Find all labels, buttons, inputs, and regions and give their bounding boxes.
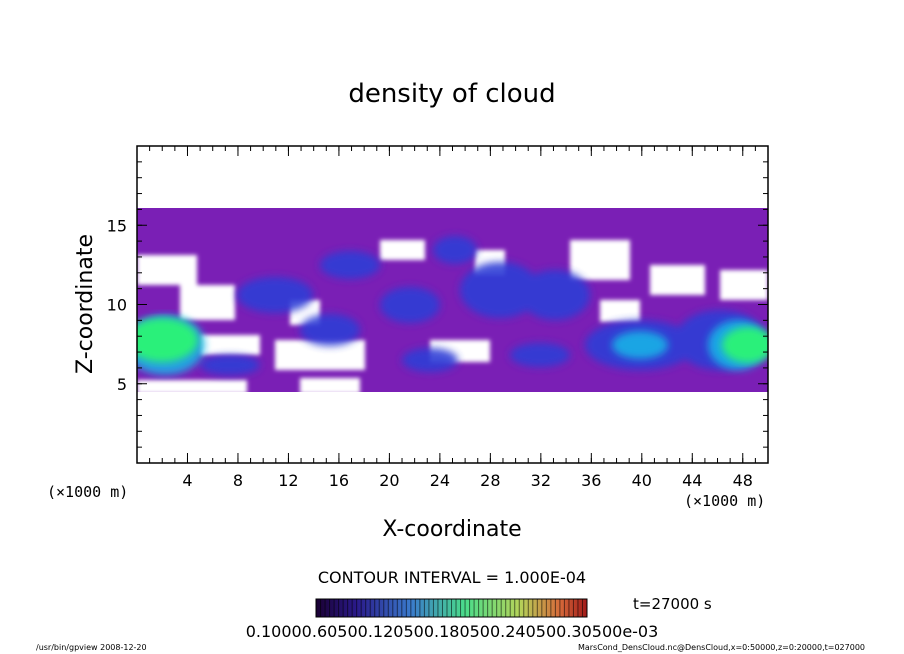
chart-title: density of cloud — [348, 79, 555, 109]
x-tick-label: 24 — [430, 471, 450, 490]
high-density-right — [722, 327, 768, 363]
footer-right: MarsCond_DensCloud.nc@DensCloud,x=0:5000… — [578, 643, 865, 652]
y-tick-label: 10 — [107, 296, 127, 315]
colorbar-labels: 0.10000.60500.120500.180500.240500.30500… — [246, 622, 659, 641]
x-unit-left: (×1000 m) — [47, 483, 128, 501]
x-axis: 4 8 12 16 20 24 28 32 36 40 44 48 — [149, 146, 756, 490]
y-tick-label: 15 — [107, 216, 127, 235]
x-unit-right: (×1000 m) — [684, 492, 765, 510]
x-tick-label: 12 — [278, 471, 298, 490]
x-tick-label: 48 — [733, 471, 753, 490]
x-tick-label: 28 — [480, 471, 500, 490]
contour-interval: CONTOUR INTERVAL = 1.000E-04 — [318, 568, 586, 587]
colorbar-ticks — [320, 599, 583, 617]
x-axis-label: X-coordinate — [382, 517, 521, 542]
time-label: t=27000 s — [633, 595, 712, 613]
y-tick-label: 5 — [117, 375, 127, 394]
cloud-density-field — [137, 208, 768, 394]
x-tick-label: 8 — [233, 471, 243, 490]
x-tick-label: 32 — [531, 471, 551, 490]
x-tick-label: 40 — [632, 471, 652, 490]
x-tick-label: 20 — [379, 471, 399, 490]
x-tick-label: 4 — [182, 471, 192, 490]
high-density-left — [137, 318, 198, 362]
x-tick-label: 44 — [682, 471, 702, 490]
colorbar — [315, 598, 588, 618]
y-axis-label: Z-coordinate — [73, 234, 98, 374]
footer-left: /usr/bin/gpview 2008-12-20 — [36, 643, 147, 652]
x-tick-label: 16 — [329, 471, 349, 490]
x-tick-label: 36 — [581, 471, 601, 490]
high-density-patches — [137, 318, 768, 363]
y-axis: 5 10 15 — [107, 161, 768, 448]
